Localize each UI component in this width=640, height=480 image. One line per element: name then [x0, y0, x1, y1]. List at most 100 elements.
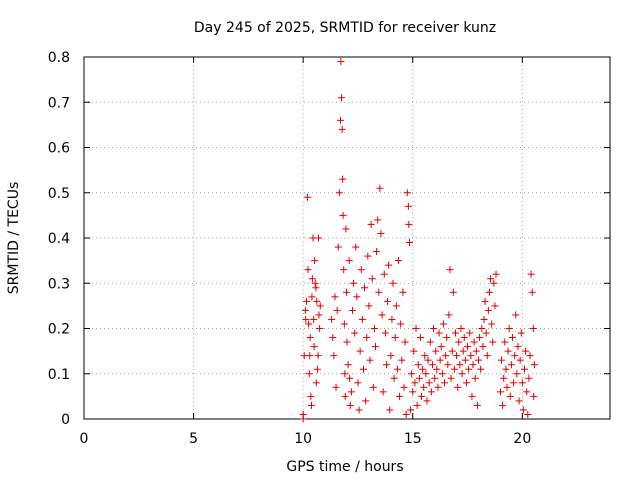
data-point [496, 388, 504, 396]
data-point [409, 388, 417, 396]
data-point [502, 365, 510, 373]
data-point [405, 239, 413, 247]
data-point [384, 297, 392, 305]
data-point [499, 401, 507, 409]
data-point [381, 329, 389, 337]
data-point [479, 343, 487, 351]
data-point [380, 270, 388, 278]
data-point [414, 361, 422, 369]
data-point [316, 302, 324, 310]
data-point [301, 306, 309, 314]
data-point [316, 325, 324, 332]
data-point [489, 338, 497, 346]
data-point [370, 325, 378, 332]
data-points [299, 58, 538, 423]
data-point [334, 243, 342, 251]
data-point [396, 392, 404, 400]
data-point [371, 343, 379, 351]
y-tick-label: 0.4 [48, 231, 70, 247]
data-point [310, 315, 318, 323]
data-point [524, 410, 532, 418]
data-point [482, 329, 490, 337]
data-point [512, 311, 520, 319]
data-point [451, 329, 459, 337]
data-point [432, 347, 440, 355]
data-point [362, 397, 370, 405]
data-point [328, 315, 336, 323]
data-point [466, 329, 474, 337]
data-point [315, 311, 323, 319]
data-point [475, 356, 482, 364]
data-point [415, 374, 423, 382]
y-tick-label: 0.6 [48, 141, 70, 157]
data-point [341, 370, 349, 378]
x-tick-label: 20 [513, 431, 531, 447]
data-point [525, 374, 533, 382]
data-point [403, 189, 411, 197]
data-point [446, 266, 454, 274]
data-point [363, 334, 371, 342]
data-point [340, 266, 348, 274]
data-point [377, 229, 385, 237]
data-point [397, 320, 405, 328]
data-point [314, 352, 322, 360]
data-point [348, 306, 356, 314]
data-point [407, 406, 415, 414]
data-point [373, 248, 381, 256]
data-point [335, 189, 343, 197]
data-point [529, 325, 537, 332]
data-point [305, 320, 313, 328]
data-point [419, 365, 427, 373]
data-point [476, 334, 484, 342]
data-point [434, 383, 442, 391]
data-point [523, 388, 531, 396]
data-point [402, 410, 410, 418]
data-point [456, 361, 464, 369]
data-point [431, 374, 439, 382]
data-point [426, 338, 434, 346]
data-point [442, 352, 450, 360]
data-point [481, 297, 489, 305]
data-point [347, 388, 355, 396]
data-point [315, 234, 323, 242]
data-point [430, 325, 438, 332]
data-point [400, 383, 408, 391]
data-point [382, 361, 390, 369]
data-point [343, 338, 351, 346]
data-point [438, 370, 446, 378]
data-point [453, 352, 461, 360]
data-point [395, 257, 403, 265]
data-point [422, 370, 430, 378]
data-point [345, 257, 353, 265]
data-point [308, 293, 316, 301]
data-point [437, 343, 445, 351]
data-point [387, 352, 395, 360]
data-point [329, 334, 337, 342]
data-point [365, 302, 373, 310]
data-point [504, 347, 512, 355]
data-point [398, 356, 406, 364]
data-point [423, 397, 431, 405]
data-point [418, 392, 426, 400]
data-point [307, 401, 315, 409]
data-point [487, 275, 495, 283]
data-point [449, 288, 457, 296]
data-point [366, 356, 374, 364]
data-point [478, 325, 486, 332]
y-tick-label: 0.8 [48, 50, 70, 66]
y-tick-label: 0.1 [48, 367, 70, 383]
y-tick-label: 0.7 [48, 95, 70, 111]
data-point [460, 334, 468, 342]
data-point [369, 383, 377, 391]
data-point [379, 388, 387, 396]
data-point [367, 220, 375, 228]
data-point [404, 202, 412, 210]
x-axis-label: GPS time / hours [286, 459, 403, 475]
data-point [411, 379, 419, 387]
data-point [441, 379, 449, 387]
data-point [352, 243, 360, 251]
data-point [405, 220, 413, 228]
data-point [302, 297, 310, 305]
data-point [311, 279, 319, 287]
data-point [359, 365, 367, 373]
